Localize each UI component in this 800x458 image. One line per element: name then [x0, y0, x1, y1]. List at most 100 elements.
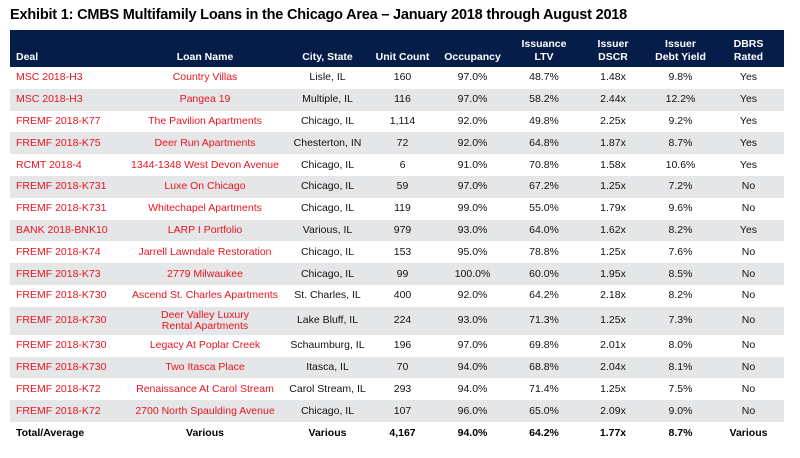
- cell-unit-count: 224: [393, 314, 412, 327]
- cell-issuance-ltv: 69.8%: [529, 339, 559, 352]
- cell-occupancy: 92.0%: [457, 114, 488, 127]
- cell-issuer-debt-yield: 10.6%: [665, 158, 696, 171]
- cell-loan-name: Renaissance At Carol Stream: [136, 382, 274, 395]
- cell-occupancy: 100.0%: [454, 267, 491, 280]
- cell-deal: MSC 2018-H3: [16, 71, 83, 84]
- cell-issuer-dscr: 2.44x: [600, 93, 626, 106]
- cell-issuer-dscr: 1.25x: [600, 180, 626, 193]
- column-header-issuer-debt-yield: Issuer Debt Yield: [648, 30, 713, 67]
- cell-dbrs-rated: No: [741, 180, 756, 193]
- cell-city-state: Chesterton, IN: [293, 136, 362, 149]
- cell-loan-name: 1344-1348 West Devon Avenue: [131, 158, 279, 171]
- exhibit-title: Exhibit 1: CMBS Multifamily Loans in the…: [10, 7, 628, 23]
- cell-issuance-ltv: 71.4%: [529, 382, 559, 395]
- cell-loan-name: Country Villas: [172, 71, 238, 84]
- cell-dbrs-rated: Various: [729, 427, 768, 440]
- column-header-loan-name: Loan Name: [125, 30, 285, 67]
- cell-deal: FREMF 2018-K72: [16, 404, 101, 417]
- column-header-dbrs-rated: DBRS Rated: [713, 30, 784, 67]
- column-header-text: DSCR: [598, 50, 628, 63]
- table-row: MSC 2018-H3 Pangea 19 Multiple, IL 116 97.0%…: [10, 88, 784, 111]
- loans-table: Deal Loan Name City, State Unit Count Occupa…: [10, 30, 784, 446]
- cell-city-state: Chicago, IL: [300, 404, 355, 417]
- column-header-text: Issuer: [597, 38, 629, 50]
- cell-unit-count: 400: [393, 289, 412, 302]
- cell-deal: FREMF 2018-K72: [16, 382, 101, 395]
- column-header-issuance-ltv: Issuance LTV: [510, 30, 578, 67]
- cell-dbrs-rated: No: [741, 339, 756, 352]
- cell-dbrs-rated: No: [741, 404, 756, 417]
- column-header-occupancy: Occupancy: [435, 30, 510, 67]
- cell-occupancy: 94.0%: [457, 382, 488, 395]
- cell-deal: FREMF 2018-K74: [16, 245, 101, 258]
- cell-loan-name: 2700 North Spaulding Avenue: [135, 404, 275, 417]
- cell-unit-count: 70: [396, 360, 409, 373]
- cell-issuer-dscr: 1.62x: [600, 223, 626, 236]
- cell-issuer-debt-yield: 7.5%: [668, 382, 693, 395]
- column-header-city-state: City, State: [285, 30, 370, 67]
- column-header-text: City, State: [302, 50, 353, 63]
- cell-city-state: Chicago, IL: [300, 180, 355, 193]
- cell-unit-count: 107: [393, 404, 412, 417]
- cell-occupancy: 92.0%: [457, 289, 488, 302]
- cell-issuer-debt-yield: 8.2%: [668, 289, 693, 302]
- cell-deal: FREMF 2018-K73: [16, 267, 101, 280]
- cell-issuer-dscr: 2.01x: [600, 339, 626, 352]
- cell-issuer-debt-yield: 9.6%: [668, 202, 693, 215]
- table-row: MSC 2018-H3 Country Villas Lisle, IL 160 97.…: [10, 67, 784, 89]
- cell-issuer-debt-yield: 7.3%: [668, 314, 693, 327]
- cell-unit-count: 4,167: [389, 427, 416, 440]
- cell-city-state: Various: [308, 427, 347, 440]
- cell-issuance-ltv: 65.0%: [529, 404, 559, 417]
- table-row: FREMF 2018-K731 Whitechapel Apartments Chi…: [10, 198, 784, 220]
- cell-loan-name: Luxe On Chicago: [164, 180, 246, 193]
- cell-unit-count: 1,114: [389, 114, 416, 127]
- cell-issuer-debt-yield: 8.0%: [668, 339, 693, 352]
- table-row: FREMF 2018-K731 Luxe On Chicago Chicago, I…: [10, 175, 784, 198]
- cell-loan-name: Various: [186, 427, 224, 440]
- table-row: FREMF 2018-K730 Legacy At Poplar Creek Sch…: [10, 335, 784, 357]
- cell-dbrs-rated: No: [741, 382, 756, 395]
- cell-issuance-ltv: 64.2%: [529, 427, 559, 440]
- cell-occupancy: 93.0%: [457, 223, 488, 236]
- cell-unit-count: 160: [393, 71, 412, 84]
- cell-dbrs-rated: Yes: [739, 158, 758, 171]
- cell-occupancy: 97.0%: [457, 93, 488, 106]
- cell-issuer-dscr: 1.79x: [600, 202, 626, 215]
- cell-occupancy: 97.0%: [457, 71, 488, 84]
- cell-dbrs-rated: No: [741, 289, 756, 302]
- cell-unit-count: 979: [393, 223, 412, 236]
- table-row: FREMF 2018-K74 Jarrell Lawndale Restorati…: [10, 241, 784, 263]
- cell-unit-count: 116: [394, 93, 411, 106]
- cell-issuer-debt-yield: 8.5%: [668, 267, 693, 280]
- column-header-deal: Deal: [10, 30, 125, 67]
- cell-issuer-dscr: 1.25x: [600, 314, 626, 327]
- cell-loan-name: Jarrell Lawndale Restoration: [138, 245, 272, 258]
- cell-issuance-ltv: 67.2%: [529, 180, 559, 193]
- cell-deal: FREMF 2018-K730: [16, 339, 107, 352]
- table-row: BANK 2018-BNK10 LARP I Portfolio Various, …: [10, 219, 784, 242]
- table-row: FREMF 2018-K730 Ascend St. Charles Apartm…: [10, 285, 784, 307]
- cell-city-state: Chicago, IL: [300, 158, 355, 171]
- cell-city-state: Chicago, IL: [300, 267, 355, 280]
- cell-loan-name: Ascend St. Charles Apartments: [132, 289, 278, 302]
- cell-occupancy: 94.0%: [457, 427, 488, 440]
- cell-issuer-dscr: 2.09x: [600, 404, 626, 417]
- cell-city-state: Lake Bluff, IL: [296, 314, 359, 327]
- cell-deal: MSC 2018-H3: [16, 93, 83, 106]
- cell-dbrs-rated: Yes: [739, 93, 758, 106]
- cell-deal: BANK 2018-BNK10: [16, 223, 108, 236]
- cell-unit-count: 72: [396, 136, 409, 149]
- cell-issuer-debt-yield: 8.7%: [668, 427, 693, 440]
- column-header-text: Issuer: [665, 38, 696, 50]
- cell-issuance-ltv: 60.0%: [529, 267, 559, 280]
- cell-issuer-debt-yield: 12.2%: [665, 93, 696, 106]
- cell-issuer-debt-yield: 8.1%: [668, 360, 693, 373]
- table-header-row: Deal Loan Name City, State Unit Count Occupa…: [10, 30, 784, 67]
- column-header-unit-count: Unit Count: [370, 30, 435, 67]
- cell-dbrs-rated: No: [741, 360, 756, 373]
- column-header-text: Issuance: [521, 38, 567, 50]
- cell-deal: Total/Average: [16, 427, 85, 440]
- cell-issuer-dscr: 1.25x: [600, 245, 626, 258]
- cell-dbrs-rated: No: [741, 314, 756, 327]
